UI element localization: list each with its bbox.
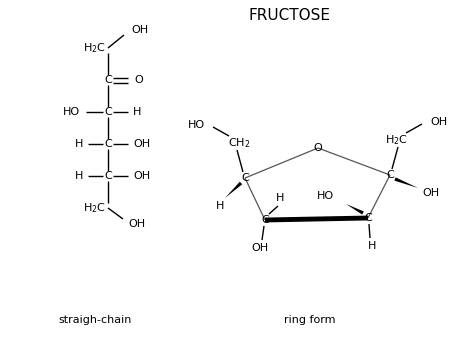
Text: straigh-chain: straigh-chain — [58, 315, 132, 325]
Polygon shape — [394, 177, 418, 188]
Text: H: H — [368, 241, 376, 251]
Text: HO: HO — [188, 120, 205, 130]
Polygon shape — [225, 182, 242, 198]
Text: OH: OH — [133, 139, 150, 149]
Text: OH: OH — [128, 219, 145, 229]
Text: H: H — [276, 193, 284, 203]
Text: OH: OH — [422, 188, 439, 198]
Text: H: H — [74, 139, 83, 149]
Text: H$_2$C: H$_2$C — [83, 41, 106, 55]
Text: C: C — [104, 107, 112, 117]
Text: C: C — [241, 173, 249, 183]
Text: C: C — [364, 213, 372, 223]
Polygon shape — [346, 204, 364, 215]
Text: H$_2$C: H$_2$C — [384, 133, 408, 147]
Text: O: O — [314, 143, 322, 153]
Text: C: C — [104, 139, 112, 149]
Text: H: H — [133, 107, 141, 117]
Text: FRUCTOSE: FRUCTOSE — [249, 7, 331, 23]
Text: H: H — [74, 171, 83, 181]
Text: OH: OH — [131, 25, 148, 35]
Text: OH: OH — [133, 171, 150, 181]
Text: C: C — [261, 215, 269, 225]
Text: C: C — [104, 171, 112, 181]
Text: ring form: ring form — [284, 315, 336, 325]
Text: HO: HO — [317, 191, 334, 201]
Text: H$_2$C: H$_2$C — [83, 201, 106, 215]
Text: OH: OH — [251, 243, 269, 253]
Text: O: O — [134, 75, 143, 85]
Text: OH: OH — [430, 117, 447, 127]
Text: H: H — [216, 201, 224, 211]
Text: C: C — [104, 75, 112, 85]
Text: HO: HO — [63, 107, 80, 117]
Text: CH$_2$: CH$_2$ — [228, 136, 250, 150]
Text: C: C — [386, 170, 394, 180]
